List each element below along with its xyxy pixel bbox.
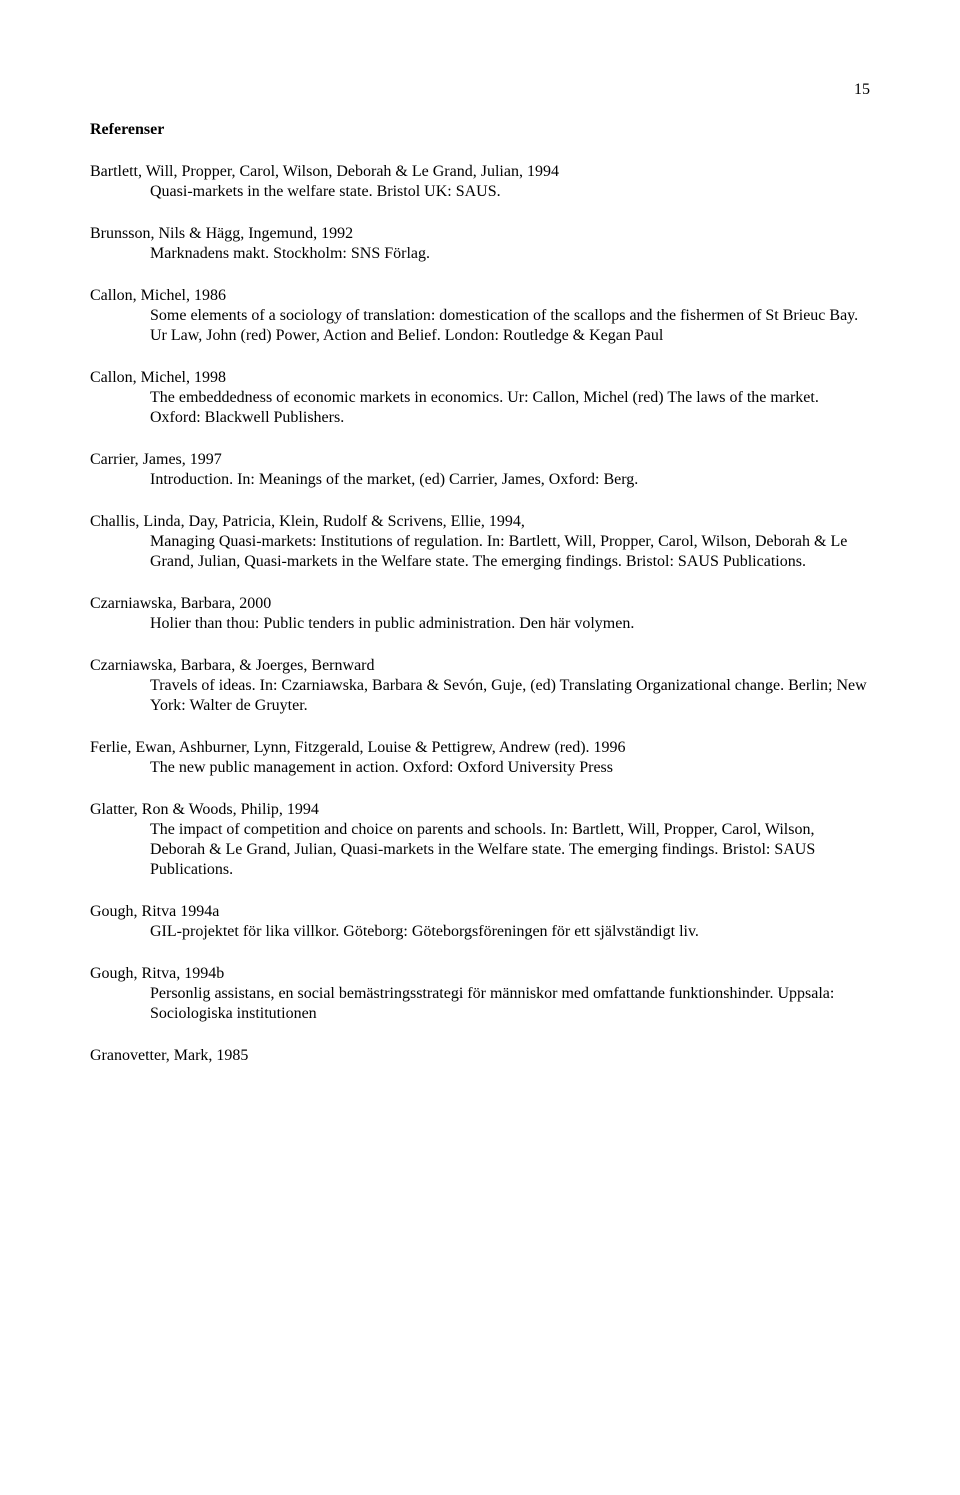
reference-author: Callon, Michel, 1986 [90,286,870,306]
reference-description: The embeddedness of economic markets in … [150,388,870,428]
reference-author: Gough, Ritva 1994a [90,902,870,922]
page-title: Referenser [90,120,870,140]
reference-author: Czarniawska, Barbara, & Joerges, Bernwar… [90,656,870,676]
reference-entry: Czarniawska, Barbara, 2000Holier than th… [90,594,870,634]
reference-author: Carrier, James, 1997 [90,450,870,470]
reference-author: Callon, Michel, 1998 [90,368,870,388]
reference-description: The impact of competition and choice on … [150,820,870,880]
reference-description: Some elements of a sociology of translat… [150,306,870,346]
reference-entry: Gough, Ritva 1994aGIL-projektet för lika… [90,902,870,942]
reference-entry: Callon, Michel, 1998The embeddedness of … [90,368,870,428]
reference-author: Czarniawska, Barbara, 2000 [90,594,870,614]
reference-description: Quasi-markets in the welfare state. Bris… [150,182,870,202]
reference-description: GIL-projektet för lika villkor. Göteborg… [150,922,870,942]
reference-entry: Glatter, Ron & Woods, Philip, 1994The im… [90,800,870,880]
reference-entry: Challis, Linda, Day, Patricia, Klein, Ru… [90,512,870,572]
reference-description: The new public management in action. Oxf… [150,758,870,778]
reference-description: Marknadens makt. Stockholm: SNS Förlag. [150,244,870,264]
reference-author: Brunsson, Nils & Hägg, Ingemund, 1992 [90,224,870,244]
reference-entry: Ferlie, Ewan, Ashburner, Lynn, Fitzgeral… [90,738,870,778]
reference-author: Glatter, Ron & Woods, Philip, 1994 [90,800,870,820]
reference-entry: Czarniawska, Barbara, & Joerges, Bernwar… [90,656,870,716]
reference-entry: Gough, Ritva, 1994bPersonlig assistans, … [90,964,870,1024]
reference-description: Holier than thou: Public tenders in publ… [150,614,870,634]
page-number: 15 [90,80,870,100]
reference-list: Bartlett, Will, Propper, Carol, Wilson, … [90,162,870,1066]
reference-entry: Brunsson, Nils & Hägg, Ingemund, 1992Mar… [90,224,870,264]
reference-author: Bartlett, Will, Propper, Carol, Wilson, … [90,162,870,182]
reference-entry: Bartlett, Will, Propper, Carol, Wilson, … [90,162,870,202]
reference-entry: Callon, Michel, 1986Some elements of a s… [90,286,870,346]
reference-description: Managing Quasi-markets: Institutions of … [150,532,870,572]
reference-description: Introduction. In: Meanings of the market… [150,470,870,490]
reference-entry: Granovetter, Mark, 1985 [90,1046,870,1066]
reference-author: Ferlie, Ewan, Ashburner, Lynn, Fitzgeral… [90,738,870,758]
reference-description: Travels of ideas. In: Czarniawska, Barba… [150,676,870,716]
reference-author: Challis, Linda, Day, Patricia, Klein, Ru… [90,512,870,532]
reference-description: Personlig assistans, en social bemästrin… [150,984,870,1024]
reference-author: Gough, Ritva, 1994b [90,964,870,984]
reference-author: Granovetter, Mark, 1985 [90,1046,870,1066]
reference-entry: Carrier, James, 1997Introduction. In: Me… [90,450,870,490]
